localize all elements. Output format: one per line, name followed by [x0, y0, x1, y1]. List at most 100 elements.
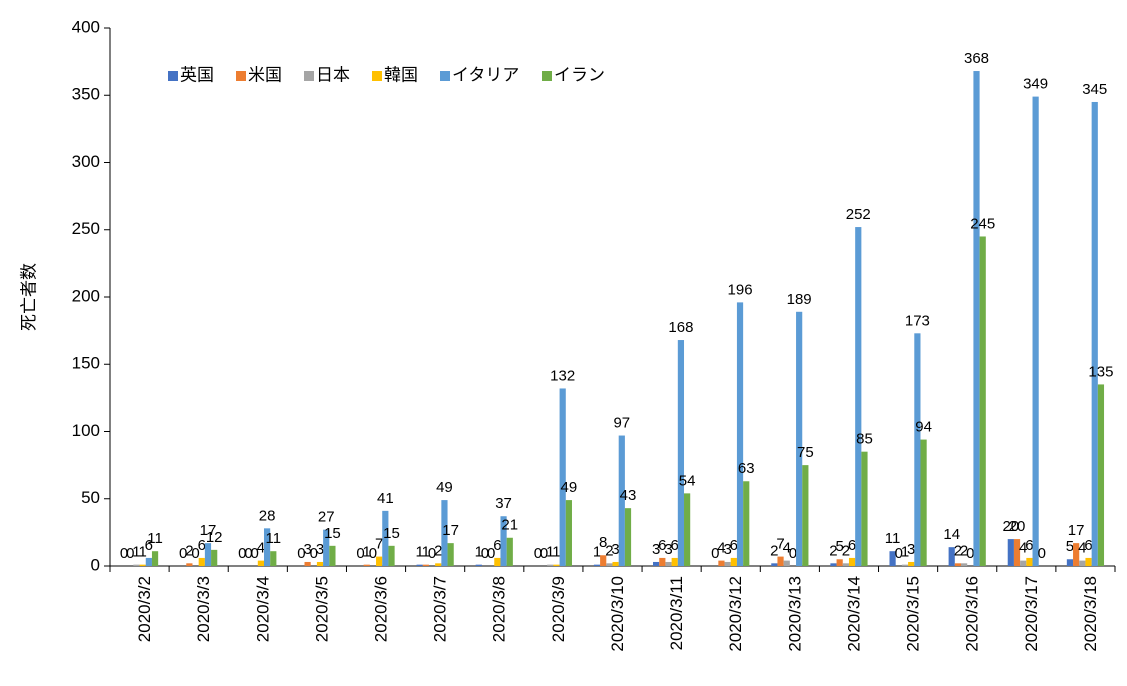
- y-tick-label: 300: [72, 152, 100, 171]
- value-label: 0: [428, 545, 436, 562]
- legend-swatch: [542, 71, 552, 81]
- bar: [186, 563, 193, 566]
- bar: [506, 537, 513, 566]
- bar: [600, 555, 607, 566]
- bar: [553, 564, 560, 566]
- bar: [653, 561, 660, 566]
- value-label: 11: [885, 530, 901, 547]
- value-label: 4: [783, 540, 791, 557]
- value-label: 2: [605, 542, 613, 559]
- value-label: 1: [546, 544, 554, 561]
- bar: [830, 563, 837, 566]
- bar: [606, 563, 613, 566]
- value-label: 3: [664, 541, 672, 558]
- value-label: 6: [145, 537, 153, 554]
- bar: [920, 439, 927, 566]
- bar: [736, 302, 744, 566]
- bar: [889, 551, 896, 566]
- value-label: 0: [534, 545, 542, 562]
- bar: [848, 557, 856, 566]
- x-tick-label: 2020/3/8: [490, 576, 509, 642]
- value-label: 0: [356, 545, 364, 562]
- value-label: 41: [377, 490, 394, 507]
- bar: [145, 557, 152, 566]
- bar: [211, 549, 218, 566]
- value-label: 49: [561, 479, 578, 496]
- y-tick-label: 50: [81, 488, 100, 507]
- bar: [908, 561, 915, 566]
- bar: [329, 545, 336, 566]
- value-label: 6: [1025, 537, 1033, 554]
- bar: [684, 493, 691, 566]
- legend-label: イラン: [554, 65, 605, 84]
- bar: [363, 564, 370, 566]
- value-label: 1: [593, 544, 601, 561]
- bar: [677, 340, 685, 566]
- value-label: 0: [179, 545, 187, 562]
- bar: [257, 560, 264, 566]
- value-label: 135: [1088, 363, 1113, 380]
- bar: [435, 563, 442, 566]
- x-tick-label: 2020/3/17: [1022, 576, 1041, 652]
- value-label: 0: [310, 545, 318, 562]
- value-label: 4: [257, 540, 265, 557]
- value-label: 2: [770, 542, 778, 559]
- bar: [783, 560, 790, 566]
- value-label: 0: [895, 545, 903, 562]
- value-label: 349: [1023, 76, 1048, 93]
- bar: [1026, 557, 1033, 566]
- y-tick-label: 400: [72, 17, 100, 36]
- bar: [796, 311, 803, 566]
- value-label: 0: [369, 545, 377, 562]
- legend-label: 米国: [248, 65, 282, 84]
- value-label: 1: [422, 544, 430, 561]
- bar: [1013, 539, 1021, 566]
- bar: [323, 529, 330, 566]
- x-tick-label: 2020/3/16: [963, 576, 982, 652]
- value-label: 2: [829, 542, 837, 559]
- value-label: 3: [611, 541, 619, 558]
- bar: [593, 564, 601, 566]
- x-tick-label: 2020/3/6: [372, 576, 391, 642]
- y-axis-label: 死亡者数: [19, 263, 38, 331]
- value-label: 0: [966, 545, 974, 562]
- value-label: 1: [552, 544, 560, 561]
- value-label: 17: [1068, 522, 1085, 539]
- value-label: 27: [318, 509, 335, 526]
- value-label: 0: [238, 545, 246, 562]
- legend-swatch: [304, 71, 314, 81]
- legend-label: 日本: [316, 65, 350, 84]
- bar: [547, 564, 554, 566]
- value-label: 8: [599, 534, 607, 551]
- value-label: 2: [954, 542, 962, 559]
- value-label: 0: [1038, 545, 1046, 562]
- bar: [954, 563, 962, 566]
- value-label: 0: [297, 545, 305, 562]
- y-tick-label: 0: [91, 555, 100, 574]
- value-label: 0: [126, 545, 134, 562]
- bar: [724, 561, 731, 566]
- value-label: 0: [540, 545, 548, 562]
- bar: [565, 500, 572, 566]
- value-label: 0: [120, 545, 128, 562]
- legend-swatch: [372, 71, 382, 81]
- bar: [777, 556, 784, 566]
- bar: [382, 510, 389, 566]
- value-label: 21: [501, 517, 518, 534]
- bar: [914, 333, 921, 566]
- value-label: 6: [730, 537, 738, 554]
- legend-label: 英国: [180, 65, 214, 84]
- value-label: 2: [434, 542, 442, 559]
- x-tick-label: 2020/3/5: [312, 576, 331, 642]
- bar: [842, 563, 849, 566]
- bar: [204, 543, 212, 566]
- bar: [1020, 560, 1027, 566]
- value-label: 189: [787, 291, 812, 308]
- bar: [500, 516, 507, 566]
- value-label: 2: [960, 542, 968, 559]
- bar: [441, 500, 448, 566]
- value-label: 15: [324, 525, 341, 542]
- x-tick-label: 2020/3/18: [1081, 576, 1100, 652]
- x-tick-label: 2020/3/4: [253, 576, 272, 642]
